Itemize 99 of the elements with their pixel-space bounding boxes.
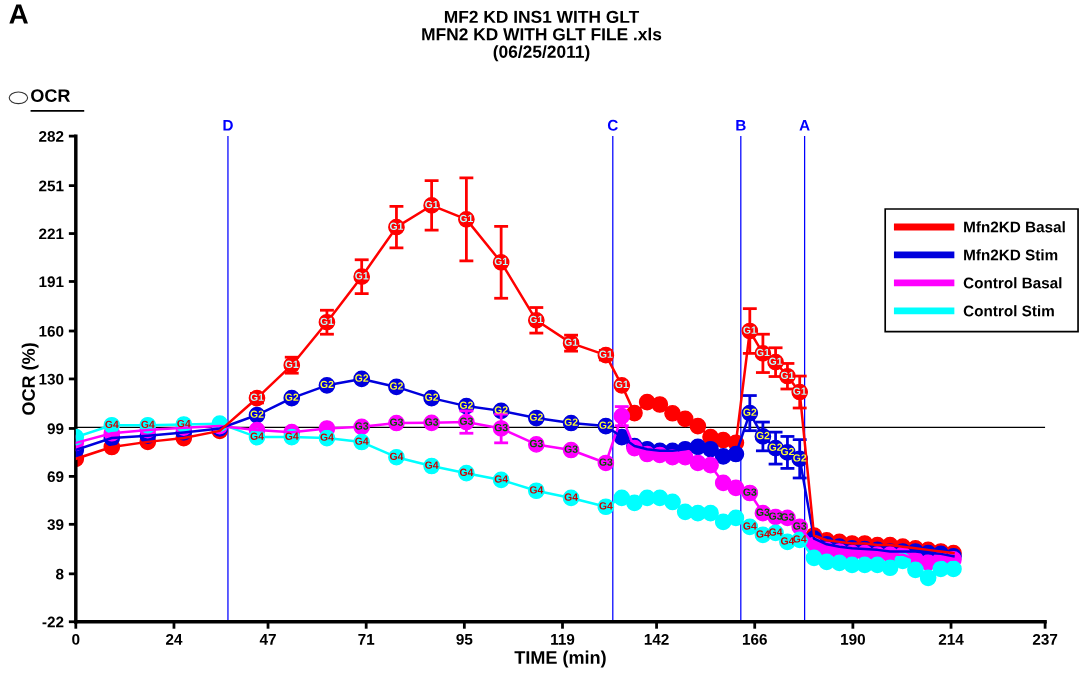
data-label: G4 [177,419,191,428]
data-label: G1 [769,357,783,365]
x-tick-label: 214 [938,633,964,645]
data-label: G2 [355,374,369,382]
data-label: G1 [355,272,369,280]
data-label: G2 [320,380,334,389]
data-label: G2 [756,431,770,440]
data-label: G2 [599,421,613,429]
x-tick-label: 237 [1032,633,1058,645]
data-label: G2 [425,393,439,401]
data-label: G4 [564,493,578,501]
data-label: G2 [494,406,508,414]
data-label: G4 [780,537,795,545]
ref-line-label: D [223,120,233,131]
data-label: G1 [743,326,757,334]
x-tick-label: 119 [551,633,575,645]
y-tick-label: 39 [47,519,64,531]
y-tick-label: 130 [39,373,64,385]
data-label: G4 [425,461,439,469]
data-label: G4 [389,452,404,461]
y-tick-label: 221 [39,228,64,240]
data-label: G4 [285,432,299,440]
y-tick-label: 69 [47,471,64,483]
data-label: G1 [599,350,613,358]
x-tick-label: 71 [358,634,375,645]
x-tick-label: 166 [742,633,767,645]
legend-label: Mfn2KD Basal [964,221,1065,233]
data-label: G4 [105,420,119,429]
data-label: G4 [459,468,474,476]
y-tick-label: -22 [42,616,64,628]
data-label: G4 [250,432,264,440]
y-tick-label: 282 [39,130,64,142]
data-label: G1 [250,393,264,401]
data-label: G1 [494,257,508,266]
data-label: G2 [743,408,757,416]
data-label: G2 [389,382,403,390]
data-label: G3 [459,417,473,425]
ref-line-label: C [607,119,618,131]
text: A [9,4,28,24]
y-tick-label: 8 [55,568,64,580]
legend-label: Control Stim [963,305,1054,317]
data-label: G3 [494,423,508,432]
data-label: G2 [529,413,543,421]
text: OCR [31,89,71,102]
data-label: G2 [459,401,473,409]
data-label: G3 [564,445,578,453]
data-label: G1 [389,222,404,230]
data-label: G1 [756,348,770,357]
y-tick-label: 251 [39,180,64,192]
data-label: G4 [599,502,613,510]
data-label: G4 [355,437,369,445]
data-label: G1 [320,317,334,326]
data-label: G3 [425,418,439,426]
data-label: G4 [320,433,334,441]
data-label: G1 [793,387,807,395]
ref-line-label: A [799,120,810,131]
legend-label: Mfn2KD Stim [964,249,1058,261]
x-tick-label: 0 [72,633,80,645]
data-label: G4 [141,420,155,429]
y-axis-title: OCR (%) [21,343,39,415]
data-label: G1 [615,380,629,389]
y-tick-label: 191 [39,276,64,288]
data-label: G1 [459,214,474,223]
data-label: G2 [285,393,299,401]
x-tick-label: 142 [644,633,669,645]
x-tick-label: 190 [841,633,865,645]
data-label: G3 [793,522,807,530]
data-label: G4 [793,535,807,543]
x-axis-title: TIME (min) [514,650,606,668]
data-label: G2 [780,447,794,456]
data-label: G2 [250,410,264,418]
data-label: G1 [780,371,795,380]
data-label: G4 [529,486,544,494]
data-label: G2 [769,443,783,451]
data-label: G1 [285,360,299,368]
data-label: G3 [355,422,369,430]
x-tick-label: 24 [166,633,183,645]
y-tick-label: 99 [47,423,64,435]
data-label: G2 [564,418,578,426]
chart-title: MF2 KD INS1 WITH GLT MFN2 KD WITH GLT FILE .xls (06/25/2011) [422,10,662,62]
ref-line-label: B [736,120,746,131]
data-label: G3 [780,513,795,521]
data-label: G3 [743,488,757,496]
data-label: G3 [529,439,543,448]
legend-label: Control Basal [963,277,1062,289]
data-label: G4 [743,522,757,530]
data-label: G3 [599,458,613,466]
y-tick-label: 160 [39,325,64,337]
data-label: G3 [389,418,404,426]
x-tick-label: 95 [456,633,473,645]
data-label: G4 [494,475,509,483]
data-label: G1 [425,200,439,209]
data-label: G1 [564,338,578,346]
data-label: G3 [769,512,783,520]
data-label: G4 [769,528,783,536]
data-label: G4 [756,530,770,538]
data-label: G1 [529,315,543,324]
x-tick-label: 47 [259,634,276,645]
data-label: G3 [756,508,770,516]
